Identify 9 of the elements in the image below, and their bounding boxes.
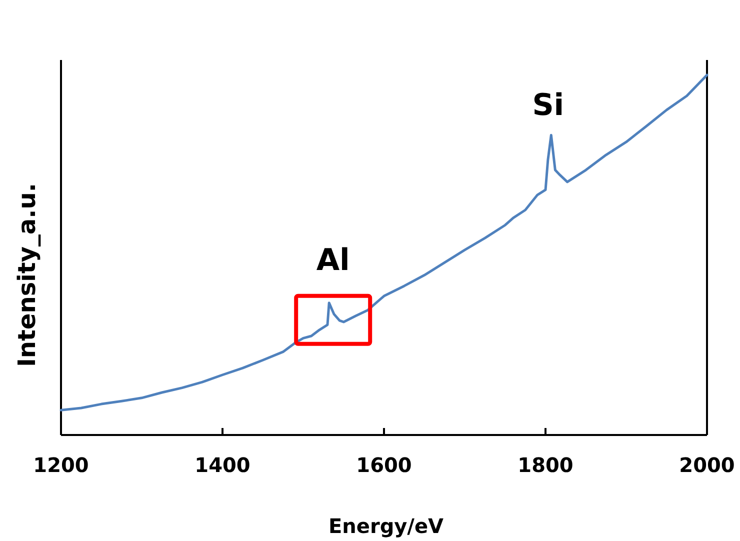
x-tick-label: 1400 bbox=[194, 453, 250, 477]
annotation: Al bbox=[316, 242, 350, 278]
annotation: Si bbox=[532, 88, 564, 124]
x-axis-title: Energy/eV bbox=[328, 514, 444, 538]
x-tick-label: 2000 bbox=[679, 453, 735, 477]
x-tick-label: 1200 bbox=[33, 453, 89, 477]
y-axis-title: Intensity_a.u. bbox=[13, 183, 41, 367]
x-tick-label: 1800 bbox=[518, 453, 574, 477]
x-tick-label: 1600 bbox=[356, 453, 412, 477]
